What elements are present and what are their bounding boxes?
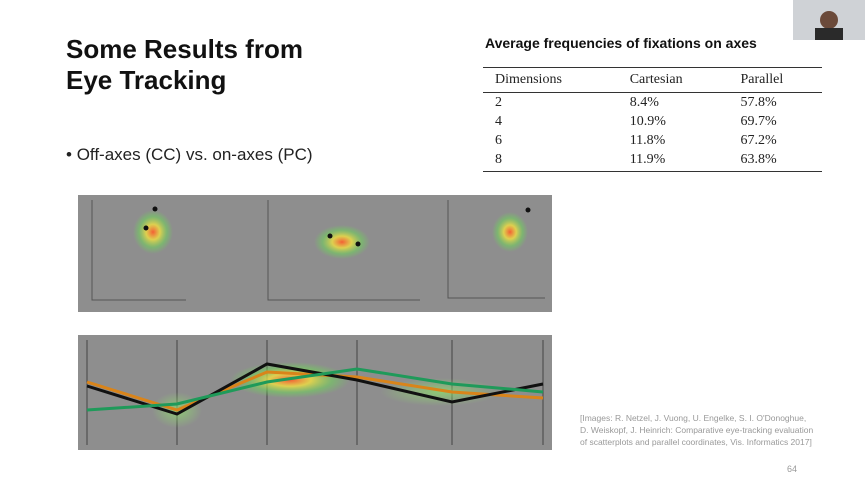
table-cell: 8 (483, 150, 618, 172)
column-header: Dimensions (483, 67, 618, 93)
table-cell: 10.9% (629, 114, 666, 129)
table-row: 8 11.9% 63.8% (483, 150, 822, 172)
table-cell: 2 (495, 95, 502, 110)
title-line: Some Results from (66, 34, 303, 64)
table-cell: 6 (495, 133, 502, 148)
citation-line: of scatterplots and parallel coordinates… (580, 437, 812, 447)
bullet: • Off-axes (CC) vs. on-axes (PC) (66, 145, 313, 164)
slide-title: Some Results from Eye Tracking (66, 34, 303, 96)
table-cell: 57.8% (740, 95, 777, 110)
table-cell: 11.8% (629, 133, 666, 148)
table-cell: 69.7% (740, 114, 777, 129)
page-number: 64 (787, 464, 798, 474)
column-header: Cartesian (617, 67, 729, 93)
citation: [Images: R. Netzel, J. Vuong, U. Engelke… (580, 412, 813, 448)
table-row: 6 11.8% 67.2% (483, 131, 822, 150)
table-cell: 67.2% (740, 133, 777, 148)
table-cell: 11.9% (617, 150, 729, 172)
bullet-text: Off-axes (CC) vs. on-axes (PC) (76, 145, 313, 164)
table-title: Average frequencies of fixations on axes (485, 35, 757, 51)
table-cell: 63.8% (728, 150, 822, 172)
citation-line: [Images: R. Netzel, J. Vuong, U. Engelke… (580, 413, 807, 423)
title-line: Eye Tracking (66, 65, 227, 95)
table-row: 2 8.4% 57.8% (483, 93, 822, 113)
column-header: Parallel (728, 67, 822, 93)
table-cell: 4 (495, 114, 502, 129)
table-row: 4 10.9% 69.7% (483, 112, 822, 131)
citation-line: D. Weiskopf, J. Heinrich: Comparative ey… (580, 425, 814, 435)
table-cell: 8.4% (629, 95, 659, 110)
table: Dimensions Cartesian Parallel 2 8.4% 57.8% 4 10… (483, 67, 822, 172)
